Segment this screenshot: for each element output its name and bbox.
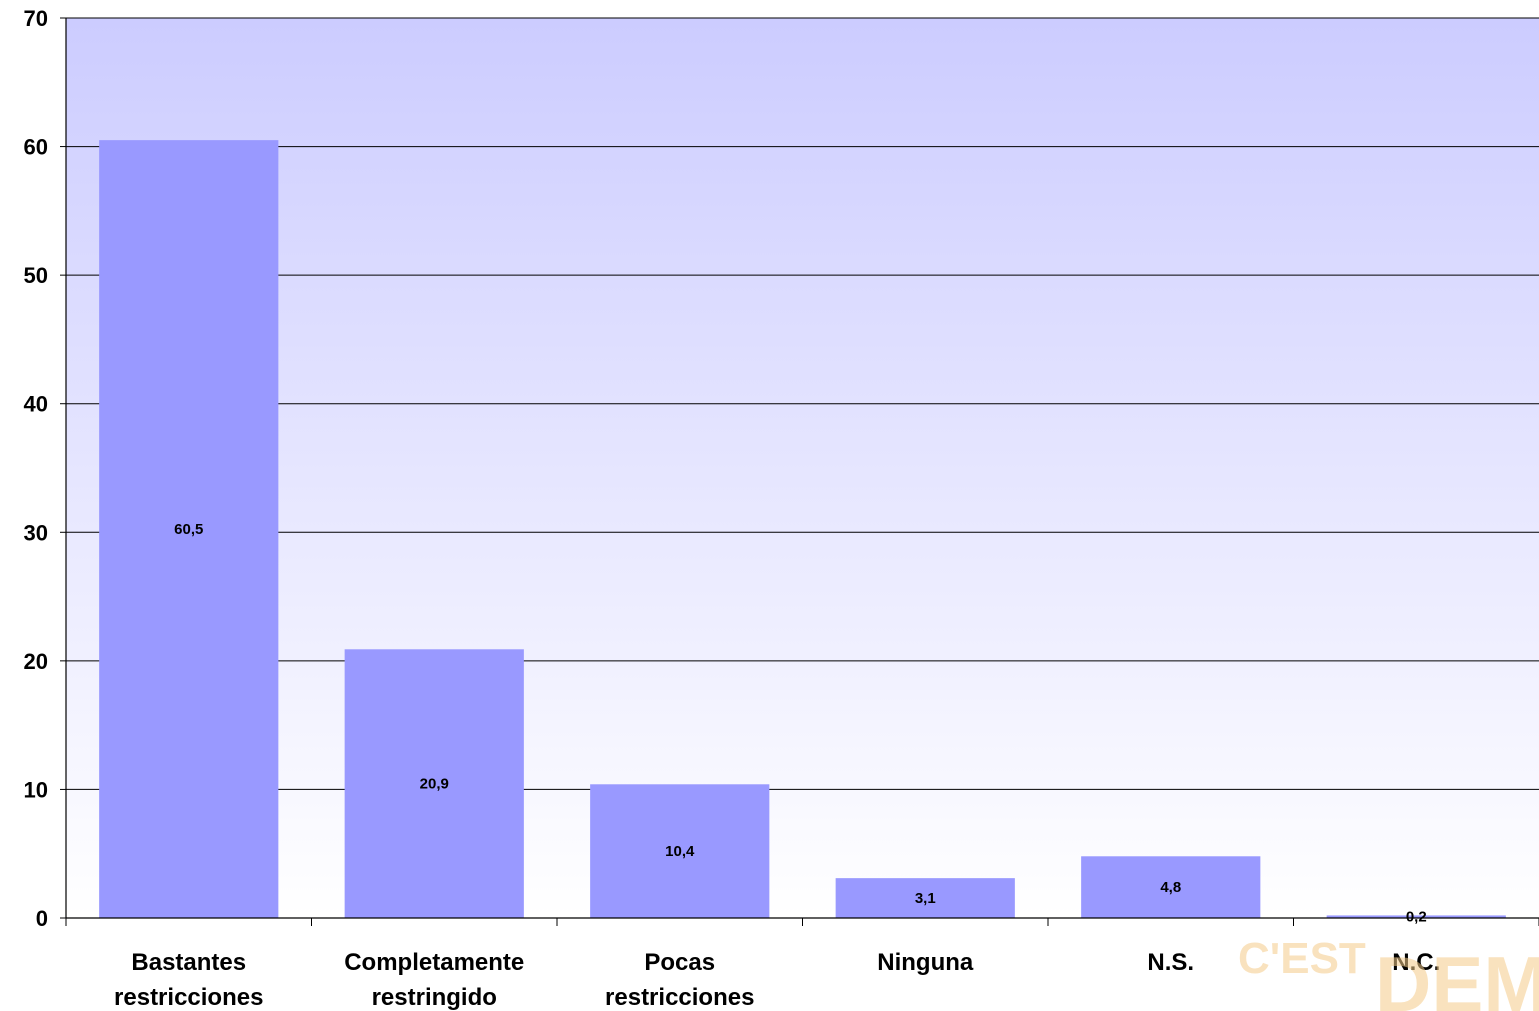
axes [60,17,1539,926]
bars [99,140,1506,919]
bar [99,140,279,919]
bar [1326,915,1506,918]
x-tick-label: N.C. [1392,949,1440,976]
x-category-labels: Bastantes restricciones Completamente restr… [114,949,1440,1011]
data-label: 4,8 [1160,879,1181,896]
y-tick-labels: 0 10 20 30 40 50 60 70 [24,6,48,931]
data-labels: 60,5 20,9 10,4 3,1 4,8 0,2 [174,521,1427,926]
watermark-line1: C'EST [1238,934,1366,983]
x-tick-label: Pocas restricciones [605,949,754,1011]
x-tick-label: Completamente restringido [344,949,524,1011]
data-label: 10,4 [665,843,695,860]
data-label: 3,1 [915,890,936,907]
x-tick-label: Ninguna [877,949,974,976]
y-tick-label: 60 [24,135,48,160]
data-label: 60,5 [174,521,203,538]
data-label: 20,9 [420,776,449,793]
bar [835,878,1015,918]
y-tick-label: 70 [24,6,48,31]
data-label: 0,2 [1406,909,1427,926]
y-tick-label: 30 [24,520,48,545]
x-tick-label: N.S. [1147,949,1194,976]
x-tick-label: Bastantes restricciones [114,949,263,1011]
gridlines [66,17,1539,790]
watermark-logo: C'EST DEM [1238,934,1539,1011]
bar [590,784,770,918]
y-tick-label: 50 [24,263,48,288]
plot-area [66,18,1539,918]
bar [344,649,524,918]
watermark-line2: DEM [1375,940,1539,1011]
y-tick-label: 10 [24,777,48,802]
y-tick-label: 40 [24,392,48,417]
bar [1081,856,1261,918]
y-tick-label: 20 [24,649,48,674]
y-tick-label: 0 [36,906,48,931]
